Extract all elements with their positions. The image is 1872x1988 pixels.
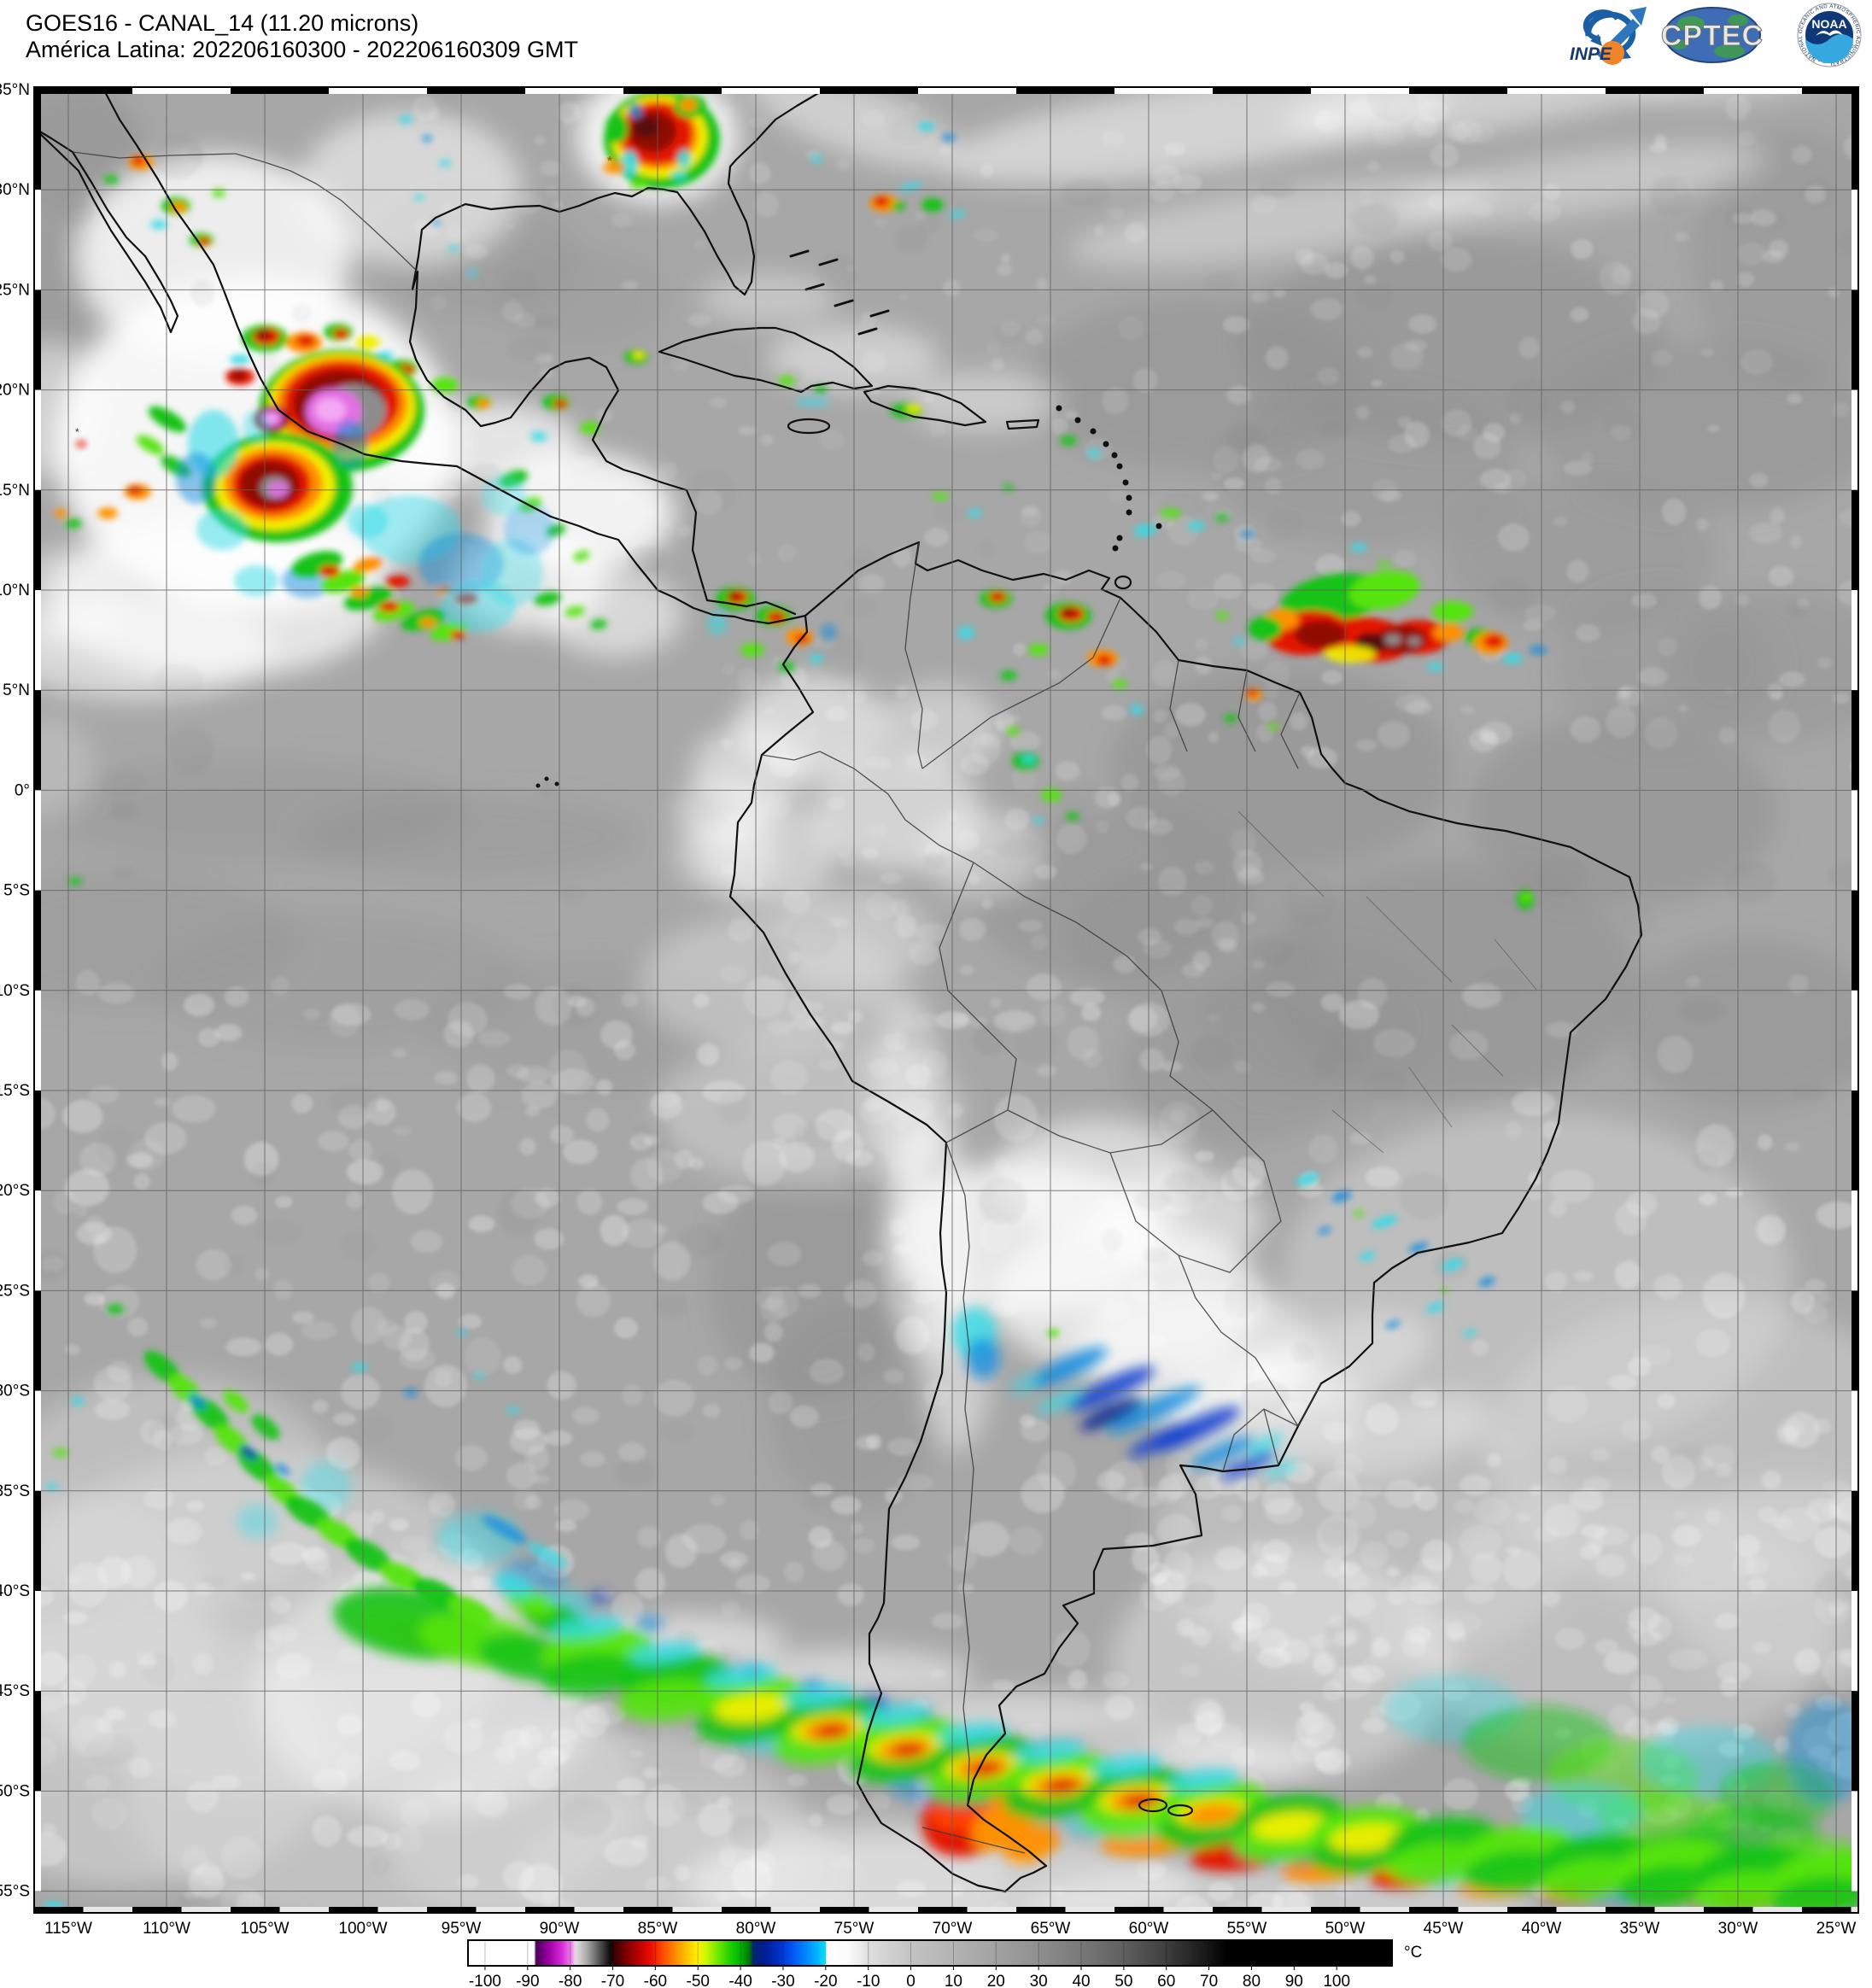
cptec-logo: CPTEC <box>1660 7 1764 63</box>
noaa-logo-text: NOAA <box>1811 17 1846 31</box>
lat-label: 0° <box>15 781 30 799</box>
colorbar-tick-label: -30 <box>771 1973 794 1988</box>
lon-label: 60°W <box>1129 1920 1169 1938</box>
colorbar-tick-label: 40 <box>1072 1973 1090 1988</box>
colorbar-tick-label: -50 <box>687 1973 710 1988</box>
lat-label: 35°N <box>0 81 30 99</box>
product-title: GOES16 - CANAL_14 (11.20 microns) <box>26 10 419 36</box>
colorbar-tick-label: 30 <box>1030 1973 1048 1988</box>
lon-label: 50°W <box>1325 1920 1366 1938</box>
lat-label: 10°N <box>0 582 30 599</box>
lat-label: 40°S <box>0 1582 30 1600</box>
lon-label: 75°W <box>834 1920 875 1938</box>
colorbar-tick-label: -20 <box>814 1973 837 1988</box>
colorbar-tick-label: 10 <box>945 1973 962 1988</box>
lon-label: 70°W <box>933 1920 973 1938</box>
lon-label: 80°W <box>736 1920 776 1938</box>
lat-label: 15°S <box>0 1082 30 1100</box>
lat-label: 55°S <box>0 1883 30 1901</box>
map-frame <box>33 86 1859 1914</box>
temperature-colorbar: -100 -90 -80 -70 -60 -50 -40 -30 -20 -10 0 10 20 30 40… <box>467 1939 1422 1988</box>
svg-text:*: * <box>75 426 79 438</box>
colorbar-tick-label: -70 <box>601 1973 624 1988</box>
cptec-logo-text: CPTEC <box>1661 20 1764 52</box>
lon-label: 30°W <box>1718 1920 1758 1938</box>
lon-label: 100°W <box>338 1920 387 1938</box>
lat-label: 30°N <box>0 181 30 199</box>
colorbar-tick-label: 90 <box>1285 1973 1303 1988</box>
lat-label: 25°N <box>0 281 30 299</box>
colorbar-tick-label: -80 <box>559 1973 582 1988</box>
lon-label: 35°W <box>1620 1920 1660 1938</box>
lon-label: 115°W <box>44 1920 92 1938</box>
colorbar-tick-label: -90 <box>516 1973 539 1988</box>
colorbar-tick-label: 70 <box>1200 1973 1218 1988</box>
lat-label: 30°S <box>0 1383 30 1400</box>
agency-logos: INPE CPTEC NATIONAL OCEANIC AND ATMOSPHE… <box>1563 2 1862 67</box>
lon-label: 55°W <box>1227 1920 1267 1938</box>
lat-label: 25°S <box>0 1282 30 1300</box>
lat-label: 20°N <box>0 382 30 400</box>
colorbar-tick-label: 80 <box>1243 1973 1261 1988</box>
lon-label: 65°W <box>1031 1920 1071 1938</box>
colorbar-tick-label: 0 <box>906 1973 916 1988</box>
product-coverage-timestamp: América Latina: 202206160300 - 202206160… <box>26 37 578 62</box>
lon-label: 90°W <box>540 1920 580 1938</box>
lat-label: 45°S <box>0 1682 30 1700</box>
colorbar-tick-label: 20 <box>987 1973 1005 1988</box>
lon-label: 85°W <box>638 1920 678 1938</box>
colorbar-tick-label: -40 <box>728 1973 752 1988</box>
colorbar-tick-label: 100 <box>1323 1973 1350 1988</box>
lat-label: 50°S <box>0 1782 30 1800</box>
svg-text:*: * <box>607 154 612 168</box>
satellite-imagery: ** <box>34 87 1858 1913</box>
lat-label: 20°S <box>0 1182 30 1200</box>
colorbar-tick-label: 50 <box>1114 1973 1132 1988</box>
colorbar-tick-label: -100 <box>469 1973 501 1988</box>
colorbar-unit: °C <box>1404 1944 1422 1962</box>
lat-label: 10°S <box>0 982 30 1000</box>
lon-label: 25°W <box>1816 1920 1857 1938</box>
lon-label: 45°W <box>1424 1920 1464 1938</box>
lon-label: 105°W <box>240 1920 289 1938</box>
lon-label: 95°W <box>442 1920 482 1938</box>
graticule <box>34 87 1858 1913</box>
lat-label: 35°S <box>0 1482 30 1500</box>
colorbar-tick-label: 60 <box>1157 1973 1175 1988</box>
country-borders <box>72 151 1322 1854</box>
header-titles: GOES16 - CANAL_14 (11.20 microns) Améric… <box>26 10 578 63</box>
inpe-logo-text: INPE <box>1570 44 1612 64</box>
lat-label: 5°S <box>3 882 30 900</box>
lat-label: 15°N <box>0 482 30 500</box>
lon-label: 40°W <box>1522 1920 1562 1938</box>
colorbar-tick-label: -10 <box>857 1973 880 1988</box>
graticule-labels: 35°N 30°N 25°N 20°N 15°N 10°N 5°N 0° 5°S 10°S 15°S… <box>0 81 1856 1938</box>
lat-label: 5°N <box>3 681 30 699</box>
colorbar-tick-label: -60 <box>644 1973 667 1988</box>
inpe-logo: INPE <box>1570 7 1647 65</box>
lon-label: 110°W <box>143 1920 190 1938</box>
coastlines <box>34 87 1643 1893</box>
